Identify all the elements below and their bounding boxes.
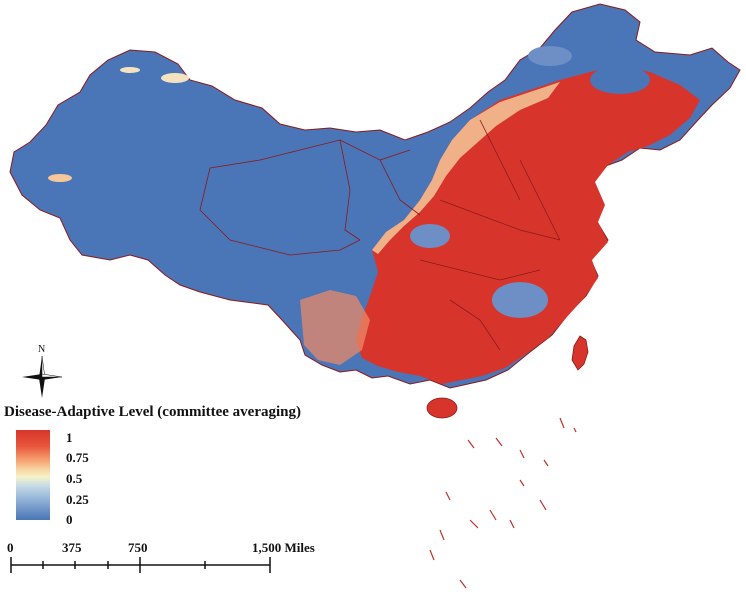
low-adaptive-patch bbox=[528, 46, 572, 66]
legend-tick-0-5: 0.5 bbox=[66, 471, 83, 486]
low-adaptive-patch bbox=[492, 282, 548, 318]
legend-title: Disease-Adaptive Level (committee averag… bbox=[4, 404, 301, 420]
legend-tick-0-25: 0.25 bbox=[66, 492, 89, 507]
low-adaptive-patch bbox=[590, 66, 650, 94]
light-patch bbox=[48, 174, 72, 182]
scale-label-1500: 1,500 Miles bbox=[252, 540, 315, 555]
transition-band bbox=[372, 82, 560, 254]
legend-tick-0-75: 0.75 bbox=[66, 450, 89, 465]
legend-tick-1: 1 bbox=[66, 430, 73, 445]
low-adaptive-patch bbox=[410, 224, 450, 248]
south-sea-islands bbox=[429, 417, 577, 589]
taiwan-island bbox=[571, 335, 589, 371]
high-adaptive-region bbox=[356, 66, 700, 384]
legend-color-ramp bbox=[16, 430, 50, 520]
southwest-transition bbox=[300, 290, 370, 365]
north-label: N bbox=[38, 344, 45, 355]
scale-bar bbox=[10, 557, 271, 573]
compass-rose-icon: N bbox=[22, 344, 63, 398]
light-patch bbox=[120, 67, 140, 73]
province-boundaries bbox=[199, 119, 561, 351]
light-patch bbox=[161, 73, 189, 83]
scale-label-0: 0 bbox=[7, 540, 14, 555]
scale-label-750: 750 bbox=[128, 540, 148, 555]
hainan-island bbox=[426, 397, 458, 419]
scale-label-375: 375 bbox=[62, 540, 82, 555]
legend-tick-0: 0 bbox=[66, 512, 73, 527]
